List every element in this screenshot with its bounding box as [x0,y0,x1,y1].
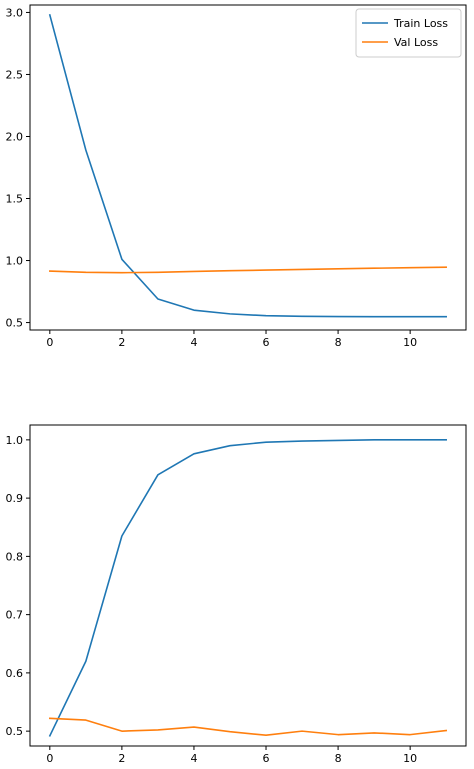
y-tick-label: 2.5 [6,68,24,81]
x-tick-label: 4 [190,752,197,765]
x-tick-label: 4 [190,336,197,349]
x-tick-label: 8 [335,336,342,349]
chart-1: 0 2 4 6 8 10 0.5 1.0 1.5 2.0 2.5 3.0 Train Loss Val L… [6,4,467,349]
x-tick-label: 10 [403,752,417,765]
x-tick-label: 6 [263,752,270,765]
legend-box [355,8,462,58]
chart-2-series-2-line [48,717,448,737]
y-tick-label: 0.5 [6,317,24,330]
y-tick-label: 0.9 [6,492,24,505]
chart-1-val-loss-line [48,266,447,274]
chart-1-axes-frame [29,4,467,331]
y-tick-label: 0.8 [6,550,24,563]
chart-2: 0 2 4 6 8 10 0.5 0.6 0.7 0.8 0.9 1.0 [6,424,467,765]
y-tick-label: 2.0 [6,130,24,143]
legend-label: Train Loss [393,17,448,30]
y-tick-label: 0.6 [6,667,24,680]
chart-2-axes-frame [29,424,467,747]
x-tick-label: 0 [46,752,53,765]
x-tick-label: 2 [118,336,125,349]
x-tick-label: 8 [335,752,342,765]
y-tick-label: 1.0 [6,434,24,447]
chart-2-series-1-line [48,439,447,737]
x-tick-label: 6 [263,336,270,349]
x-tick-label: 10 [403,336,417,349]
x-tick-label: 2 [118,752,125,765]
y-tick-label: 3.0 [6,6,24,19]
y-tick-label: 0.5 [6,725,24,738]
chart-1-train-loss-line [48,13,447,318]
y-tick-label: 1.0 [6,255,24,268]
y-tick-label: 1.5 [6,193,24,206]
y-tick-label: 0.7 [6,609,24,622]
legend-label: Val Loss [394,36,438,49]
x-tick-label: 0 [46,336,53,349]
